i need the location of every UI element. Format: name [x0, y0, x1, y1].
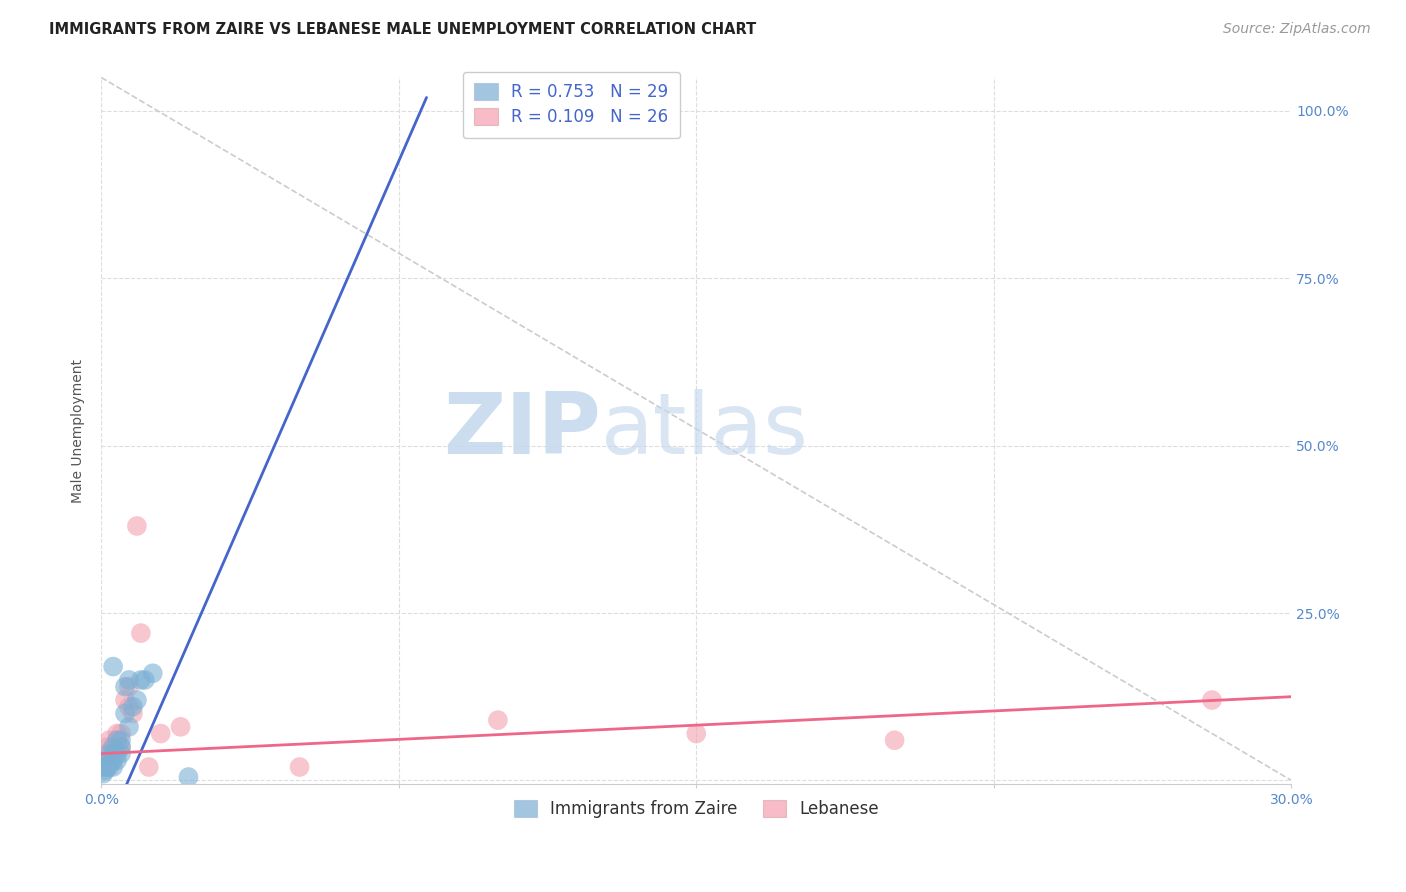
- Point: [134, 673, 156, 687]
- Point: [118, 680, 141, 694]
- Point: [110, 726, 132, 740]
- Point: [101, 747, 124, 761]
- Point: [169, 720, 191, 734]
- Point: [101, 760, 124, 774]
- Point: [96, 739, 118, 754]
- Point: [91, 766, 114, 780]
- Point: [101, 753, 124, 767]
- Point: [122, 706, 145, 721]
- Point: [114, 693, 136, 707]
- Point: [101, 747, 124, 761]
- Point: [94, 747, 117, 761]
- Point: [110, 733, 132, 747]
- Point: [149, 726, 172, 740]
- Point: [685, 726, 707, 740]
- Point: [98, 753, 121, 767]
- Point: [114, 706, 136, 721]
- Point: [110, 739, 132, 754]
- Point: [98, 747, 121, 761]
- Point: [105, 753, 128, 767]
- Point: [110, 739, 132, 754]
- Point: [142, 666, 165, 681]
- Point: [105, 733, 128, 747]
- Y-axis label: Male Unemployment: Male Unemployment: [72, 359, 86, 502]
- Point: [105, 747, 128, 761]
- Point: [101, 659, 124, 673]
- Point: [105, 726, 128, 740]
- Point: [122, 699, 145, 714]
- Legend: Immigrants from Zaire, Lebanese: Immigrants from Zaire, Lebanese: [508, 793, 886, 825]
- Point: [94, 760, 117, 774]
- Text: atlas: atlas: [600, 389, 808, 472]
- Point: [98, 747, 121, 761]
- Point: [98, 760, 121, 774]
- Point: [114, 680, 136, 694]
- Point: [177, 770, 200, 784]
- Text: IMMIGRANTS FROM ZAIRE VS LEBANESE MALE UNEMPLOYMENT CORRELATION CHART: IMMIGRANTS FROM ZAIRE VS LEBANESE MALE U…: [49, 22, 756, 37]
- Point: [138, 760, 160, 774]
- Point: [101, 739, 124, 754]
- Point: [118, 699, 141, 714]
- Point: [94, 764, 117, 778]
- Text: ZIP: ZIP: [443, 389, 600, 472]
- Point: [110, 747, 132, 761]
- Point: [125, 519, 148, 533]
- Point: [118, 673, 141, 687]
- Point: [486, 713, 509, 727]
- Point: [94, 753, 117, 767]
- Point: [101, 739, 124, 754]
- Point: [1201, 693, 1223, 707]
- Point: [883, 733, 905, 747]
- Text: Source: ZipAtlas.com: Source: ZipAtlas.com: [1223, 22, 1371, 37]
- Point: [96, 760, 118, 774]
- Point: [98, 733, 121, 747]
- Point: [125, 693, 148, 707]
- Point: [129, 626, 152, 640]
- Point: [129, 673, 152, 687]
- Point: [91, 760, 114, 774]
- Point: [288, 760, 311, 774]
- Point: [100, 753, 122, 767]
- Point: [105, 733, 128, 747]
- Point: [118, 720, 141, 734]
